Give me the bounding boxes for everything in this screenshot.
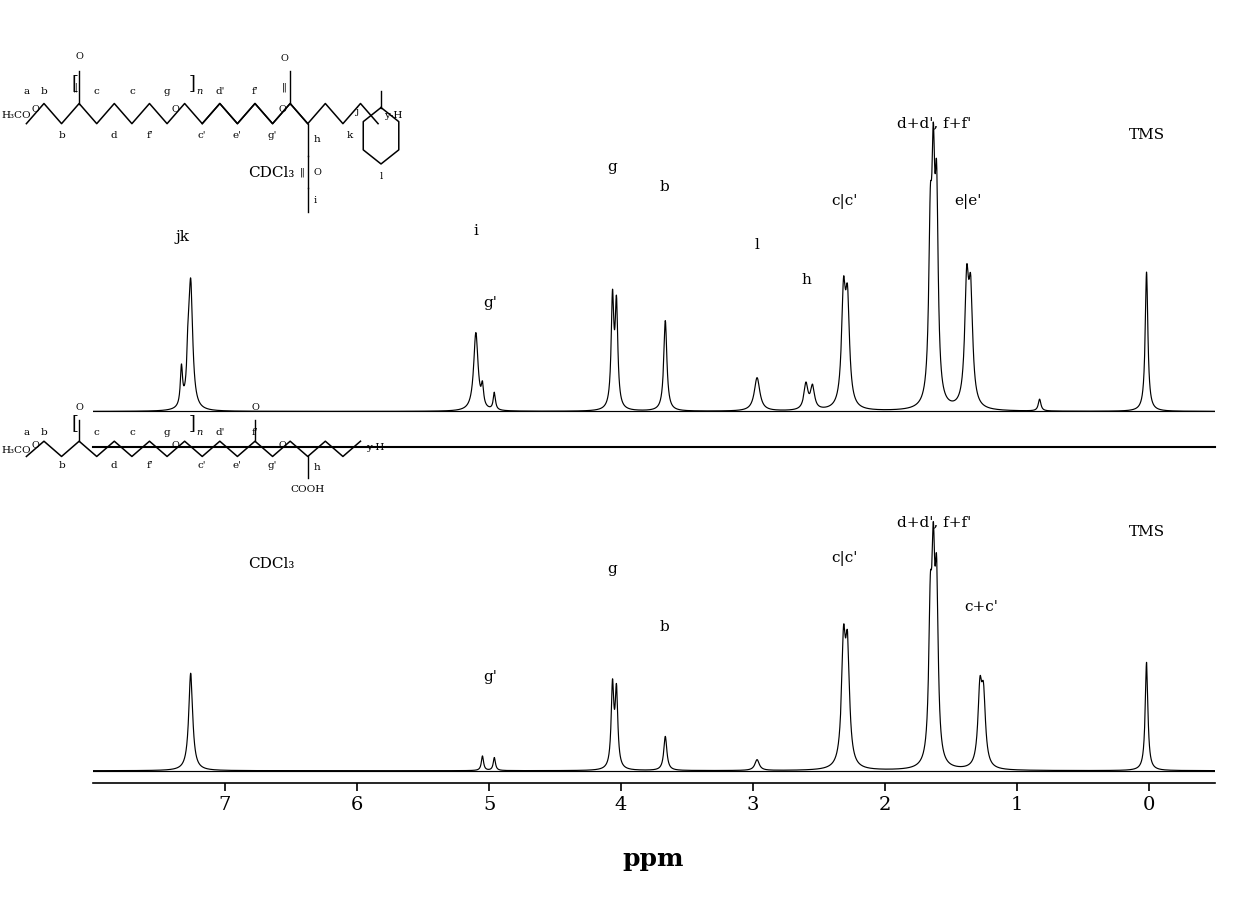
Text: y-H: y-H xyxy=(366,442,384,452)
Text: c|c': c|c' xyxy=(831,551,857,566)
Text: g: g xyxy=(606,562,616,576)
Text: c: c xyxy=(94,87,99,96)
Text: h: h xyxy=(801,273,811,287)
Text: TMS: TMS xyxy=(1128,128,1164,142)
Text: c|c': c|c' xyxy=(831,194,857,209)
Text: y-H: y-H xyxy=(384,111,402,120)
Text: O: O xyxy=(172,442,180,451)
Text: O: O xyxy=(31,105,40,114)
Text: f': f' xyxy=(252,428,258,437)
Text: a: a xyxy=(24,87,30,96)
Text: O: O xyxy=(279,105,286,114)
Text: f': f' xyxy=(146,461,153,470)
Text: ‖: ‖ xyxy=(299,168,304,177)
Text: g': g' xyxy=(268,131,278,140)
Text: g': g' xyxy=(268,461,278,470)
Text: d: d xyxy=(112,461,118,470)
Text: d+d', f+f': d+d', f+f' xyxy=(897,515,971,529)
Text: j: j xyxy=(355,107,357,116)
Text: c: c xyxy=(129,428,135,437)
Text: d+d', f+f': d+d', f+f' xyxy=(897,116,971,131)
Text: f': f' xyxy=(252,87,258,96)
Text: h: h xyxy=(314,463,320,472)
Text: h: h xyxy=(314,136,320,145)
Text: n: n xyxy=(196,87,202,96)
Text: ]: ] xyxy=(188,74,196,93)
Text: e|e': e|e' xyxy=(955,194,982,209)
Text: g': g' xyxy=(484,670,497,683)
Text: ‖: ‖ xyxy=(281,82,286,93)
Text: O: O xyxy=(76,52,83,61)
Text: g': g' xyxy=(484,296,497,311)
Text: O: O xyxy=(31,442,40,451)
Text: O: O xyxy=(279,442,286,451)
Text: b: b xyxy=(660,180,670,194)
Text: d': d' xyxy=(215,428,224,437)
Text: f': f' xyxy=(146,131,153,140)
Text: c+c': c+c' xyxy=(965,600,998,614)
Text: b: b xyxy=(41,428,47,437)
Text: g: g xyxy=(164,428,170,437)
Text: i: i xyxy=(314,196,317,205)
Text: l: l xyxy=(755,238,760,252)
Text: b: b xyxy=(660,620,670,634)
Text: k: k xyxy=(347,131,353,140)
Text: g: g xyxy=(164,87,170,96)
Text: TMS: TMS xyxy=(1128,525,1164,539)
Text: a: a xyxy=(24,428,30,437)
Text: ppm: ppm xyxy=(622,846,684,870)
Text: b: b xyxy=(58,461,64,470)
Text: O: O xyxy=(280,54,288,63)
Text: CDCl₃: CDCl₃ xyxy=(248,558,294,572)
Text: g: g xyxy=(606,160,616,174)
Text: jk: jk xyxy=(176,230,190,244)
Text: b: b xyxy=(58,131,64,140)
Text: b: b xyxy=(41,87,47,96)
Text: O: O xyxy=(250,403,259,412)
Text: c: c xyxy=(129,87,135,96)
Text: O: O xyxy=(314,168,321,177)
Text: O: O xyxy=(172,105,180,114)
Text: COOH: COOH xyxy=(290,485,325,495)
Text: c': c' xyxy=(198,131,207,140)
Text: d': d' xyxy=(215,87,224,96)
Text: [: [ xyxy=(72,414,78,431)
Text: l: l xyxy=(379,171,383,180)
Text: CDCl₃: CDCl₃ xyxy=(248,166,294,180)
Text: i: i xyxy=(474,224,479,238)
Text: e': e' xyxy=(233,131,242,140)
Text: c': c' xyxy=(198,461,207,470)
Text: c: c xyxy=(94,428,99,437)
Text: H₃CO: H₃CO xyxy=(1,446,31,455)
Text: O: O xyxy=(76,403,83,412)
Text: e': e' xyxy=(233,461,242,470)
Text: ‖: ‖ xyxy=(72,82,77,93)
Text: [: [ xyxy=(72,74,78,93)
Text: H₃CO: H₃CO xyxy=(1,111,31,120)
Text: d: d xyxy=(112,131,118,140)
Text: ]: ] xyxy=(188,414,196,431)
Text: n: n xyxy=(196,428,202,437)
